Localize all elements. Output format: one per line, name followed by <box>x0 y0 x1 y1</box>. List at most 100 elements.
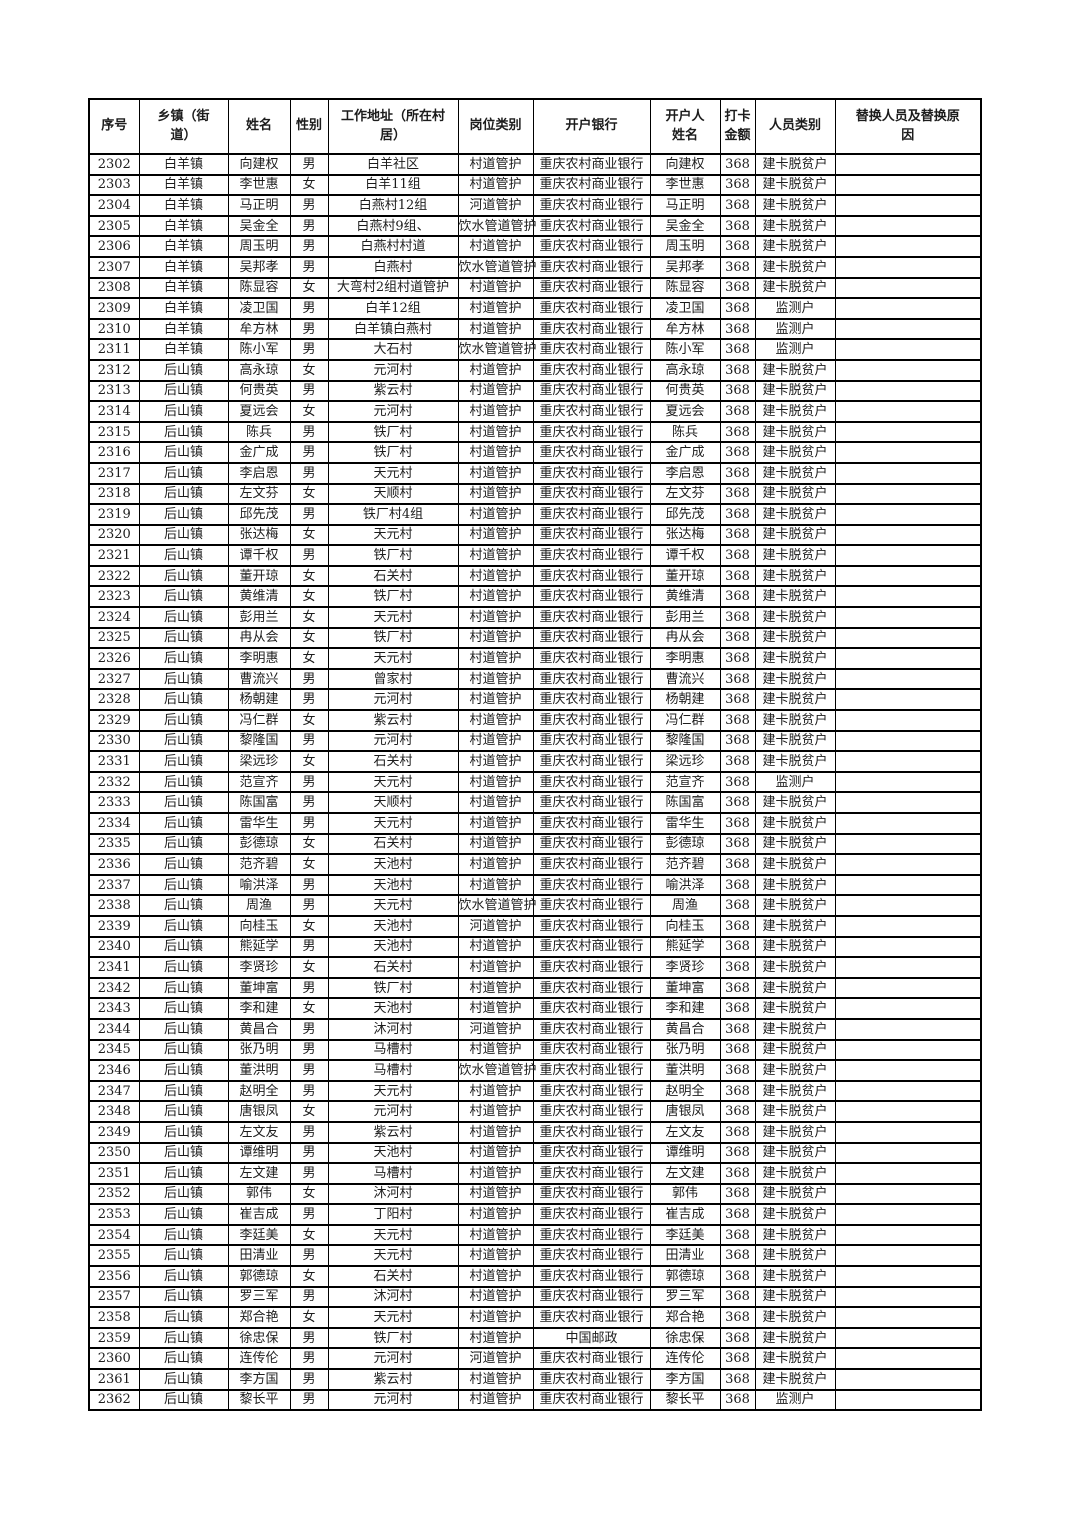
cell-account-holder-name: 梁远珍 <box>649 750 721 773</box>
cell-bank: 重庆农村商业银行 <box>532 1223 651 1247</box>
cell-replacement-reason <box>834 1038 982 1062</box>
cell-account-holder-name: 董洪明 <box>649 1059 721 1082</box>
cell-township: 后山镇 <box>138 997 229 1020</box>
cell-post-category: 村道管护 <box>457 1306 534 1329</box>
cell-post-category: 村道管护 <box>457 976 534 1000</box>
cell-person-category: 建卡脱贫户 <box>754 503 836 526</box>
cell-post-category: 村道管护 <box>457 523 534 547</box>
cell-bank: 重庆农村商业银行 <box>532 935 651 959</box>
cell-name: 吴金全 <box>227 214 291 238</box>
cell-bank: 重庆农村商业银行 <box>532 523 651 547</box>
cell-serial-number: 2319 <box>88 503 140 526</box>
table-row: 2355 后山镇 田清业男天元村 村道管护 重庆农村商业银行 田清业 368 建卡脱贫户 <box>88 1244 982 1268</box>
column-header-name: 姓名 <box>227 98 291 155</box>
cell-gender: 男 <box>289 1079 329 1103</box>
cell-card-amount: 368 <box>719 1079 756 1103</box>
cell-township: 后山镇 <box>138 358 229 382</box>
cell-gender: 男 <box>289 153 329 176</box>
cell-person-category: 建卡脱贫户 <box>754 1100 836 1123</box>
cell-post-category: 饮水管道管护 <box>457 338 537 361</box>
cell-post-category: 村道管护 <box>457 873 534 897</box>
cell-gender: 女 <box>289 173 329 197</box>
cell-post-category: 村道管护 <box>457 173 534 197</box>
cell-township: 白羊镇 <box>138 194 229 217</box>
cell-name: 范齐碧 <box>227 853 291 876</box>
cell-post-category: 村道管护 <box>457 770 534 794</box>
cell-person-category: 建卡脱贫户 <box>754 153 836 176</box>
cell-account-holder-name: 罗三军 <box>649 1285 721 1309</box>
cell-work-address: 白羊镇白燕村 <box>327 317 459 341</box>
cell-replacement-reason <box>834 1347 982 1371</box>
column-header-post-category: 岗位类别 <box>457 98 534 155</box>
cell-gender: 女 <box>289 400 329 423</box>
cell-gender: 女 <box>289 709 329 732</box>
cell-work-address: 铁厂村 <box>327 976 459 1000</box>
cell-bank: 重庆农村商业银行 <box>532 914 651 938</box>
cell-account-holder-name: 熊延学 <box>649 935 721 959</box>
cell-person-category: 建卡脱贫户 <box>754 1368 836 1391</box>
table-row: 2329 后山镇 冯仁群女紫云村 村道管护 重庆农村商业银行 冯仁群 368 建卡脱贫户 <box>88 709 982 732</box>
cell-name: 凌卫国 <box>227 297 291 320</box>
cell-post-category: 村道管护 <box>457 667 534 691</box>
cell-serial-number: 2348 <box>88 1100 140 1123</box>
cell-replacement-reason <box>834 400 982 423</box>
cell-gender: 女 <box>289 647 329 670</box>
cell-work-address: 天元村 <box>327 1223 459 1247</box>
cell-account-holder-name: 黄昌合 <box>649 1017 721 1041</box>
cell-work-address: 天元村 <box>327 523 459 547</box>
cell-work-address: 沐河村 <box>327 1017 459 1041</box>
table-row: 2354 后山镇 李廷美女天元村 村道管护 重庆农村商业银行 李廷美 368 建卡脱贫户 <box>88 1223 982 1247</box>
cell-name: 张达梅 <box>227 523 291 547</box>
cell-person-category: 建卡脱贫户 <box>754 255 836 279</box>
cell-account-holder-name: 郑合艳 <box>649 1306 721 1329</box>
cell-township: 后山镇 <box>138 1326 229 1350</box>
cell-serial-number: 2351 <box>88 1162 140 1185</box>
cell-gender: 男 <box>289 873 329 897</box>
cell-account-holder-name: 向桂玉 <box>649 914 721 938</box>
cell-serial-number: 2341 <box>88 956 140 979</box>
cell-gender: 男 <box>289 1038 329 1062</box>
cell-township: 后山镇 <box>138 626 229 650</box>
cell-bank: 重庆农村商业银行 <box>532 1244 651 1268</box>
cell-name: 吴邦孝 <box>227 255 291 279</box>
cell-person-category: 建卡脱贫户 <box>754 358 836 382</box>
cell-serial-number: 2320 <box>88 523 140 547</box>
cell-person-category: 建卡脱贫户 <box>754 626 836 650</box>
cell-person-category: 建卡脱贫户 <box>754 276 836 300</box>
table-row: 2314 后山镇 夏远会女元河村 村道管护 重庆农村商业银行 夏远会 368 建卡脱贫户 <box>88 400 982 423</box>
cell-person-category: 建卡脱贫户 <box>754 420 836 444</box>
cell-account-holder-name: 邱先茂 <box>649 503 721 526</box>
cell-township: 后山镇 <box>138 853 229 876</box>
cell-post-category: 村道管护 <box>457 441 534 464</box>
table-row: 2320 后山镇 张达梅女天元村 村道管护 重庆农村商业银行 张达梅 368 建卡脱贫户 <box>88 523 982 547</box>
cell-card-amount: 368 <box>719 1265 756 1288</box>
cell-serial-number: 2327 <box>88 667 140 691</box>
cell-bank: 重庆农村商业银行 <box>532 1141 651 1165</box>
cell-name: 谭千权 <box>227 544 291 567</box>
cell-serial-number: 2337 <box>88 873 140 897</box>
cell-bank: 重庆农村商业银行 <box>532 544 651 567</box>
cell-township: 后山镇 <box>138 1306 229 1329</box>
cell-account-holder-name: 牟方林 <box>649 317 721 341</box>
cell-name: 左文芬 <box>227 482 291 506</box>
cell-work-address: 石关村 <box>327 564 459 588</box>
cell-replacement-reason <box>834 235 982 258</box>
column-header-card-amount: 打卡金额 <box>719 98 756 155</box>
cell-gender: 女 <box>289 1265 329 1288</box>
cell-account-holder-name: 黎长平 <box>649 1388 721 1412</box>
cell-work-address: 天元村 <box>327 894 459 917</box>
cell-work-address: 马槽村 <box>327 1038 459 1062</box>
table-row: 2322 后山镇 董开琼女石关村 村道管护 重庆农村商业银行 董开琼 368 建卡脱贫户 <box>88 564 982 588</box>
table-row: 2309 白羊镇 凌卫国男白羊12组 村道管护 重庆农村商业银行 凌卫国 368 监测户 <box>88 297 982 320</box>
cell-name: 赵明全 <box>227 1079 291 1103</box>
cell-gender: 女 <box>289 1223 329 1247</box>
cell-serial-number: 2336 <box>88 853 140 876</box>
cell-account-holder-name: 郭伟 <box>649 1182 721 1206</box>
cell-name: 崔吉成 <box>227 1203 291 1226</box>
cell-person-category: 建卡脱贫户 <box>754 729 836 753</box>
cell-bank: 重庆农村商业银行 <box>532 1038 651 1062</box>
cell-name: 李方国 <box>227 1368 291 1391</box>
cell-bank: 重庆农村商业银行 <box>532 997 651 1020</box>
cell-post-category: 村道管护 <box>457 626 534 650</box>
cell-gender: 男 <box>289 791 329 814</box>
